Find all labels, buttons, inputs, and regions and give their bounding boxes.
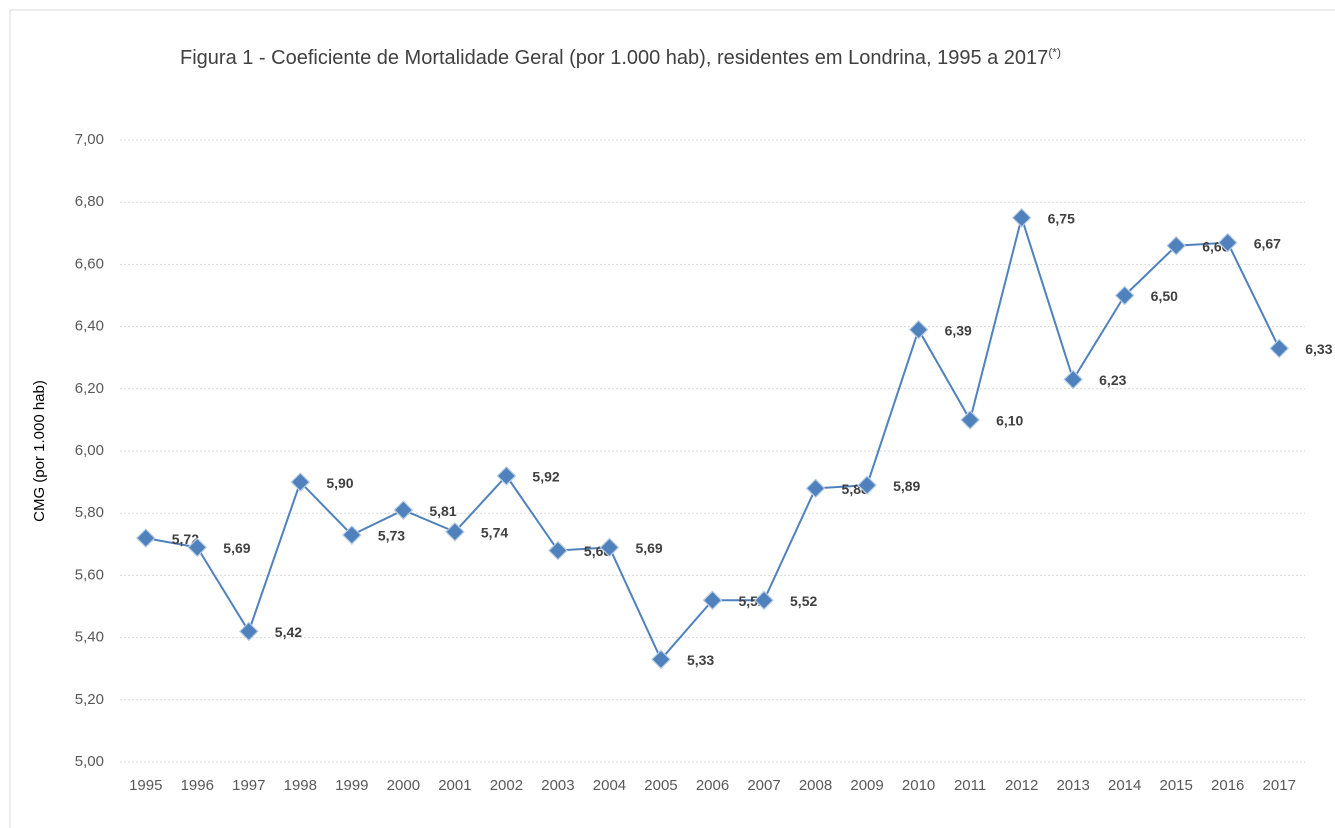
x-tick-label: 2003 bbox=[541, 777, 574, 794]
data-label: 6,67 bbox=[1254, 235, 1281, 251]
data-label: 6,23 bbox=[1099, 372, 1126, 388]
y-tick-label: 5,20 bbox=[75, 691, 104, 708]
chart-border bbox=[9, 9, 1335, 828]
data-label: 5,81 bbox=[429, 503, 456, 519]
data-label: 5,33 bbox=[687, 652, 714, 668]
data-point bbox=[135, 528, 156, 548]
data-point bbox=[1166, 235, 1187, 256]
data-point bbox=[1114, 285, 1135, 306]
y-tick-label: 5,60 bbox=[75, 566, 104, 583]
y-tick-label: 5,80 bbox=[75, 504, 104, 521]
x-tick-label: 1996 bbox=[181, 777, 214, 794]
data-point bbox=[960, 410, 980, 430]
x-tick-label: 2010 bbox=[902, 777, 935, 794]
data-point bbox=[1217, 232, 1238, 253]
data-point bbox=[702, 590, 723, 611]
y-axis-label: CMG (por 1.000 hab) bbox=[31, 380, 48, 522]
y-tick-label: 6,40 bbox=[75, 318, 104, 335]
y-tick-label: 5,00 bbox=[75, 753, 104, 770]
chart-title: Figura 1 - Coeficiente de Mortalidade Ge… bbox=[180, 44, 1205, 72]
x-tick-label: 1999 bbox=[335, 777, 368, 794]
data-label: 5,92 bbox=[532, 469, 559, 485]
data-point bbox=[187, 537, 208, 558]
x-tick-label: 2007 bbox=[747, 777, 780, 794]
x-tick-label: 2013 bbox=[1056, 777, 1089, 794]
data-label: 6,75 bbox=[1048, 210, 1075, 226]
x-tick-label: 2006 bbox=[696, 777, 729, 794]
data-point bbox=[651, 649, 671, 670]
x-tick-label: 2011 bbox=[954, 777, 986, 794]
x-tick-label: 2015 bbox=[1160, 777, 1193, 794]
x-tick-label: 2004 bbox=[593, 777, 626, 794]
data-point bbox=[496, 466, 517, 486]
data-label: 5,42 bbox=[275, 624, 302, 640]
data-label: 5,74 bbox=[481, 525, 508, 541]
data-label: 5,90 bbox=[326, 475, 353, 491]
y-tick-label: 5,40 bbox=[75, 629, 104, 646]
data-point bbox=[1063, 369, 1084, 390]
x-tick-label: 1997 bbox=[232, 777, 265, 794]
data-point bbox=[1011, 207, 1032, 228]
data-point bbox=[857, 475, 877, 496]
y-tick-label: 6,60 bbox=[75, 255, 104, 272]
data-label: 5,69 bbox=[223, 540, 250, 556]
data-point bbox=[548, 540, 568, 561]
data-point bbox=[393, 500, 414, 520]
data-point bbox=[445, 522, 465, 542]
x-tick-label: 2012 bbox=[1005, 777, 1038, 794]
x-tick-label: 2016 bbox=[1211, 777, 1244, 794]
data-point bbox=[908, 319, 929, 340]
data-point bbox=[754, 590, 774, 611]
x-tick-label: 2001 bbox=[438, 777, 471, 794]
data-point bbox=[805, 478, 826, 499]
data-label: 5,89 bbox=[893, 478, 920, 494]
x-tick-label: 2002 bbox=[490, 777, 523, 794]
data-label: 5,73 bbox=[378, 528, 405, 544]
data-label: 5,69 bbox=[635, 540, 662, 556]
title-text: Figura 1 - Coeficiente de Mortalidade Ge… bbox=[180, 47, 1049, 69]
y-tick-label: 6,00 bbox=[75, 442, 104, 459]
data-point bbox=[290, 472, 311, 492]
x-tick-label: 2017 bbox=[1263, 777, 1296, 794]
data-label: 6,33 bbox=[1305, 341, 1332, 357]
x-tick-label: 2014 bbox=[1108, 777, 1141, 794]
x-tick-label: 2000 bbox=[387, 777, 420, 794]
data-label: 6,39 bbox=[945, 322, 972, 338]
y-tick-label: 7,00 bbox=[75, 131, 104, 148]
data-point bbox=[341, 525, 362, 545]
x-tick-label: 2008 bbox=[799, 777, 832, 794]
data-label: 5,52 bbox=[790, 593, 817, 609]
y-tick-label: 6,80 bbox=[75, 193, 104, 210]
x-tick-label: 1998 bbox=[284, 777, 317, 794]
y-tick-label: 6,20 bbox=[75, 380, 104, 397]
data-point bbox=[599, 537, 620, 558]
x-tick-label: 2005 bbox=[644, 777, 677, 794]
x-tick-label: 2009 bbox=[850, 777, 883, 794]
data-point bbox=[1269, 338, 1290, 359]
data-label: 6,10 bbox=[996, 413, 1023, 429]
title-note: (*) bbox=[1048, 45, 1061, 60]
data-point bbox=[238, 621, 259, 642]
x-tick-label: 1995 bbox=[129, 777, 162, 794]
data-label: 6,50 bbox=[1151, 288, 1178, 304]
